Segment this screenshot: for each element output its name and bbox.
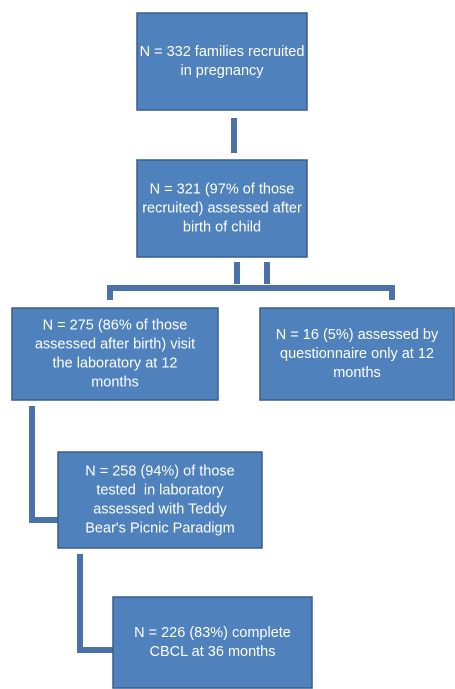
node-label: months (333, 365, 381, 381)
node-box (11, 307, 219, 401)
node: N = 226 (83%) complete CBCL at 36 months (112, 596, 313, 689)
node-label: N = 321 (97% of those (150, 181, 295, 197)
node-label: Bear's Picnic Paradigm (85, 520, 234, 536)
connector (29, 406, 58, 523)
node-label: N = 275 (86% of those (43, 317, 188, 333)
node-label: N = 16 (5%) assessed by (276, 327, 439, 343)
node-box (259, 307, 455, 401)
connector (77, 554, 113, 653)
node-label: N = 258 (94%) of those (85, 463, 235, 479)
node-label: N = 226 (83%) complete (134, 625, 291, 641)
node-label: recruited) assessed after (142, 200, 302, 216)
node-label: the laboratory at 12 (53, 355, 178, 371)
node-box (57, 451, 263, 549)
node-label: in pregnancy (180, 63, 264, 79)
node: N = 258 (94%) of those tested in laborato… (57, 451, 263, 549)
node-label: tested in laboratory (96, 482, 224, 498)
node-label: CBCL at 36 months (150, 644, 276, 660)
node-box (112, 596, 313, 689)
node-label: months (91, 374, 139, 390)
node-label: birth of child (183, 219, 261, 235)
node-label: assessed after birth) visit (35, 336, 195, 352)
node-box (136, 159, 308, 258)
node: N = 16 (5%) assessed by questionnaire onl… (259, 307, 455, 401)
connector (107, 285, 395, 300)
node: N = 332 families recruited in pregnancy (136, 12, 308, 111)
node-label: questionnaire only at 12 (280, 346, 434, 362)
node: N = 321 (97% of those recruited) assessed… (136, 159, 308, 258)
node: N = 275 (86% of those assessed after birt… (11, 307, 219, 401)
node-label: N = 332 families recruited (140, 44, 305, 60)
node-label: assessed with Teddy (93, 501, 227, 517)
node-box (136, 12, 308, 111)
connectors (29, 118, 395, 653)
